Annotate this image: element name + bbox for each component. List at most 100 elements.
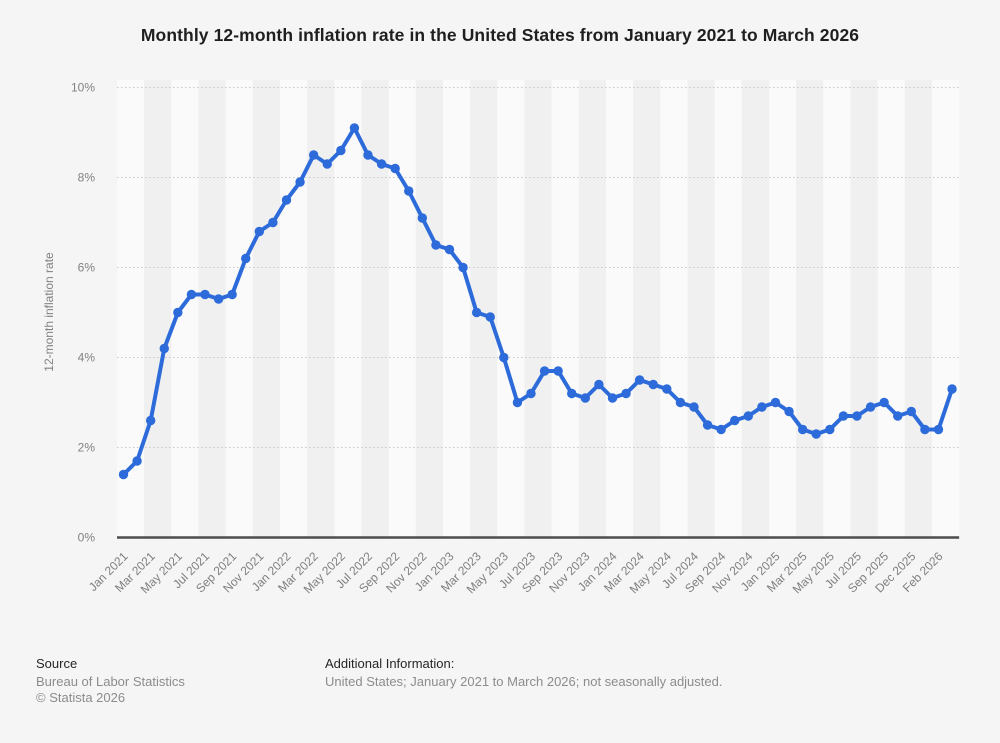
data-point-jan-2022 bbox=[281, 195, 292, 205]
data-point-jan-2021 bbox=[118, 469, 129, 480]
data-point-oct-2023 bbox=[567, 388, 577, 399]
plot-stripe bbox=[768, 80, 797, 538]
data-point-dec-2024 bbox=[757, 402, 767, 412]
data-point-aug-2024 bbox=[702, 420, 713, 430]
plot-stripe bbox=[497, 80, 525, 538]
data-point-may-2021 bbox=[173, 307, 183, 318]
plot-stripe bbox=[633, 80, 661, 538]
plot-stripe bbox=[280, 80, 308, 538]
data-point-may-2025 bbox=[825, 424, 835, 435]
data-point-jul-2022 bbox=[363, 150, 373, 160]
data-point-mar-2021 bbox=[145, 415, 156, 426]
plot-stripe bbox=[252, 80, 280, 538]
plot-stripe bbox=[307, 80, 335, 538]
y-axis-tick-label: 2% bbox=[78, 441, 96, 455]
plot-stripe bbox=[823, 80, 851, 538]
additional-info-text: United States; January 2021 to March 202… bbox=[325, 674, 723, 689]
data-point-feb-2022 bbox=[295, 177, 305, 187]
y-axis-tick-label: 4% bbox=[78, 351, 96, 365]
data-point-jul-2023 bbox=[526, 388, 536, 399]
data-point-apr-2021 bbox=[159, 343, 169, 354]
data-point-apr-2023 bbox=[485, 312, 495, 322]
data-point-feb-2021 bbox=[132, 456, 142, 466]
data-point-oct-2021 bbox=[241, 253, 251, 264]
plot-stripe bbox=[687, 80, 715, 538]
plot-stripe bbox=[198, 80, 226, 538]
data-point-feb-2026 bbox=[933, 424, 944, 435]
source-block: Source Bureau of Labor Statistics © Stat… bbox=[36, 656, 185, 706]
data-point-dec-2023 bbox=[594, 379, 604, 390]
data-point-jun-2023 bbox=[512, 397, 523, 408]
data-point-oct-2022 bbox=[404, 186, 414, 196]
plot-stripe bbox=[334, 80, 362, 538]
plot-stripe bbox=[442, 80, 471, 538]
data-point-may-2022 bbox=[336, 145, 346, 156]
plot-stripe bbox=[660, 80, 688, 538]
data-point-aug-2025 bbox=[865, 402, 876, 412]
data-point-may-2024 bbox=[662, 384, 672, 394]
y-axis-tick-label: 0% bbox=[78, 531, 96, 545]
data-point-nov-2021 bbox=[254, 226, 265, 237]
plot-stripe bbox=[741, 80, 769, 538]
y-axis-title: 12-month inflation rate bbox=[42, 252, 56, 372]
plot-stripe bbox=[796, 80, 824, 538]
data-point-jul-2021 bbox=[200, 289, 210, 300]
data-point-apr-2022 bbox=[322, 159, 332, 169]
data-point-may-2023 bbox=[499, 352, 509, 363]
plot-stripe bbox=[578, 80, 606, 538]
inflation-line-chart: 0%2%4%6%8%10%12-month inflation rateJan … bbox=[42, 80, 960, 596]
data-point-mar-2023 bbox=[471, 307, 482, 318]
plot-stripe bbox=[877, 80, 905, 538]
y-axis-tick-label: 8% bbox=[78, 171, 96, 185]
plot-stripe bbox=[904, 80, 932, 538]
data-point-jun-2025 bbox=[838, 411, 849, 421]
plot-stripe bbox=[931, 80, 960, 538]
data-point-jan-2025 bbox=[770, 397, 781, 408]
additional-info-block: Additional Information: United States; J… bbox=[325, 656, 722, 690]
data-point-jan-2024 bbox=[607, 393, 618, 403]
data-point-mar-2022 bbox=[308, 150, 319, 160]
data-point-aug-2023 bbox=[539, 366, 550, 376]
data-point-jul-2025 bbox=[852, 411, 862, 421]
plot-stripe bbox=[415, 80, 443, 538]
plot-stripe bbox=[850, 80, 878, 538]
plot-stripe bbox=[551, 80, 579, 538]
data-point-dec-2021 bbox=[268, 217, 278, 228]
data-point-feb-2023 bbox=[458, 262, 468, 273]
plot-stripe bbox=[225, 80, 253, 538]
plot-stripe bbox=[388, 80, 416, 538]
data-point-jun-2021 bbox=[186, 289, 197, 300]
y-axis-tick-label: 6% bbox=[78, 261, 96, 275]
data-point-nov-2022 bbox=[417, 213, 428, 223]
data-point-sep-2022 bbox=[390, 163, 400, 174]
y-axis-tick-label: 10% bbox=[71, 81, 95, 95]
source-heading: Source bbox=[36, 656, 78, 671]
data-point-mar-2024 bbox=[634, 375, 645, 385]
data-point-sep-2024 bbox=[716, 424, 726, 435]
plot-stripe bbox=[144, 80, 172, 538]
data-point-dec-2022 bbox=[431, 240, 441, 250]
data-point-feb-2024 bbox=[621, 388, 631, 399]
data-point-oct-2024 bbox=[730, 415, 740, 426]
data-point-jan-2026 bbox=[920, 424, 930, 435]
data-point-nov-2025 bbox=[893, 411, 903, 421]
data-point-dec-2025 bbox=[906, 406, 917, 417]
plot-stripe bbox=[605, 80, 634, 538]
data-point-mar-2025 bbox=[797, 424, 808, 435]
data-point-mar-2026 bbox=[947, 384, 957, 394]
data-point-sep-2021 bbox=[227, 289, 237, 300]
data-point-sep-2023 bbox=[553, 366, 563, 376]
data-point-jun-2024 bbox=[675, 397, 686, 408]
plot-stripe bbox=[524, 80, 552, 538]
data-point-aug-2021 bbox=[213, 294, 224, 304]
data-point-aug-2022 bbox=[376, 159, 387, 169]
data-point-jun-2022 bbox=[349, 123, 360, 133]
data-point-sep-2025 bbox=[879, 397, 889, 408]
plot-stripe bbox=[714, 80, 742, 538]
data-point-nov-2023 bbox=[580, 393, 591, 403]
statista-copyright: © Statista 2026 bbox=[36, 690, 126, 705]
source-name: Bureau of Labor Statistics bbox=[36, 674, 185, 689]
additional-info-heading: Additional Information: bbox=[325, 656, 455, 671]
data-point-apr-2024 bbox=[648, 379, 658, 390]
chart-title: Monthly 12-month inflation rate in the U… bbox=[140, 25, 860, 45]
